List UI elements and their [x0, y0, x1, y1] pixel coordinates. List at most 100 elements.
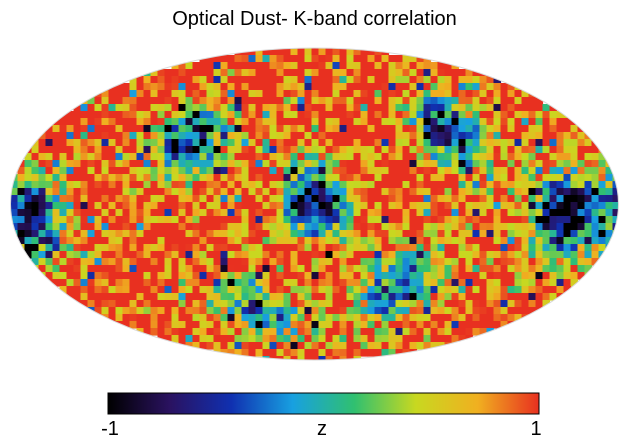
map-pixel — [556, 230, 565, 238]
map-pixel — [367, 146, 376, 154]
map-pixel — [304, 258, 313, 266]
map-pixel — [157, 167, 166, 175]
map-pixel — [248, 258, 257, 266]
map-pixel — [549, 111, 558, 119]
map-pixel — [143, 76, 152, 84]
map-pixel — [528, 216, 537, 224]
map-pixel — [451, 209, 460, 217]
map-pixel — [402, 286, 411, 294]
map-pixel — [437, 160, 446, 168]
map-pixel — [430, 307, 439, 315]
map-pixel — [458, 237, 467, 245]
map-pixel — [297, 48, 306, 56]
map-pixel — [248, 265, 257, 273]
map-pixel — [241, 181, 250, 189]
map-pixel — [409, 279, 418, 287]
map-pixel — [178, 216, 187, 224]
map-pixel — [297, 244, 306, 252]
map-pixel — [416, 76, 425, 84]
map-pixel — [66, 202, 75, 210]
map-pixel — [290, 251, 299, 259]
map-pixel — [381, 167, 390, 175]
map-pixel — [325, 202, 334, 210]
map-pixel — [311, 132, 320, 140]
map-pixel — [612, 181, 619, 189]
map-pixel — [444, 237, 453, 245]
map-pixel — [290, 160, 299, 168]
map-pixel — [535, 181, 544, 189]
map-pixel — [234, 328, 243, 336]
map-pixel — [332, 251, 341, 259]
map-pixel — [283, 265, 292, 273]
map-pixel — [136, 139, 145, 147]
map-pixel — [409, 251, 418, 259]
map-pixel — [171, 111, 180, 119]
map-pixel — [556, 237, 565, 245]
map-pixel — [129, 300, 138, 308]
map-pixel — [136, 314, 145, 322]
map-pixel — [430, 97, 439, 105]
map-pixel — [143, 125, 152, 133]
map-pixel — [276, 167, 285, 175]
map-pixel — [423, 90, 432, 98]
map-pixel — [514, 188, 523, 196]
map-pixel — [514, 132, 523, 140]
map-pixel — [465, 286, 474, 294]
map-pixel — [325, 195, 334, 203]
map-pixel — [80, 132, 89, 140]
map-pixel — [283, 349, 292, 357]
map-pixel — [325, 62, 334, 70]
map-pixel — [556, 111, 565, 119]
map-pixel — [38, 160, 47, 168]
map-pixel — [388, 286, 397, 294]
map-pixel — [276, 286, 285, 294]
map-pixel — [465, 272, 474, 280]
map-pixel — [549, 195, 558, 203]
map-pixel — [549, 244, 558, 252]
map-pixel — [122, 97, 131, 105]
map-pixel — [458, 272, 467, 280]
map-pixel — [94, 230, 103, 238]
map-pixel — [570, 202, 579, 210]
map-pixel — [584, 202, 593, 210]
map-pixel — [283, 167, 292, 175]
map-pixel — [199, 62, 208, 70]
map-pixel — [290, 202, 299, 210]
map-pixel — [304, 111, 313, 119]
map-pixel — [276, 55, 285, 63]
map-pixel — [122, 160, 131, 168]
map-pixel — [409, 342, 418, 350]
map-pixel — [318, 146, 327, 154]
map-pixel — [437, 139, 446, 147]
map-pixel — [444, 223, 453, 231]
map-pixel — [332, 181, 341, 189]
map-pixel — [402, 265, 411, 273]
map-pixel — [542, 167, 551, 175]
map-pixel — [129, 216, 138, 224]
map-pixel — [206, 195, 215, 203]
map-pixel — [416, 286, 425, 294]
map-pixel — [381, 202, 390, 210]
map-pixel — [556, 132, 565, 140]
map-pixel — [549, 202, 558, 210]
map-pixel — [472, 160, 481, 168]
map-pixel — [332, 300, 341, 308]
map-pixel — [409, 244, 418, 252]
map-pixel — [115, 244, 124, 252]
map-pixel — [136, 251, 145, 259]
map-pixel — [297, 181, 306, 189]
map-pixel — [605, 209, 614, 217]
map-pixel — [346, 139, 355, 147]
map-pixel — [479, 174, 488, 182]
map-pixel — [241, 265, 250, 273]
map-pixel — [185, 188, 194, 196]
map-pixel — [185, 230, 194, 238]
map-pixel — [360, 216, 369, 224]
map-pixel — [108, 307, 117, 315]
map-pixel — [290, 321, 299, 329]
map-pixel — [31, 237, 40, 245]
map-pixel — [143, 111, 152, 119]
map-pixel — [122, 237, 131, 245]
map-pixel — [73, 146, 82, 154]
map-pixel — [171, 139, 180, 147]
